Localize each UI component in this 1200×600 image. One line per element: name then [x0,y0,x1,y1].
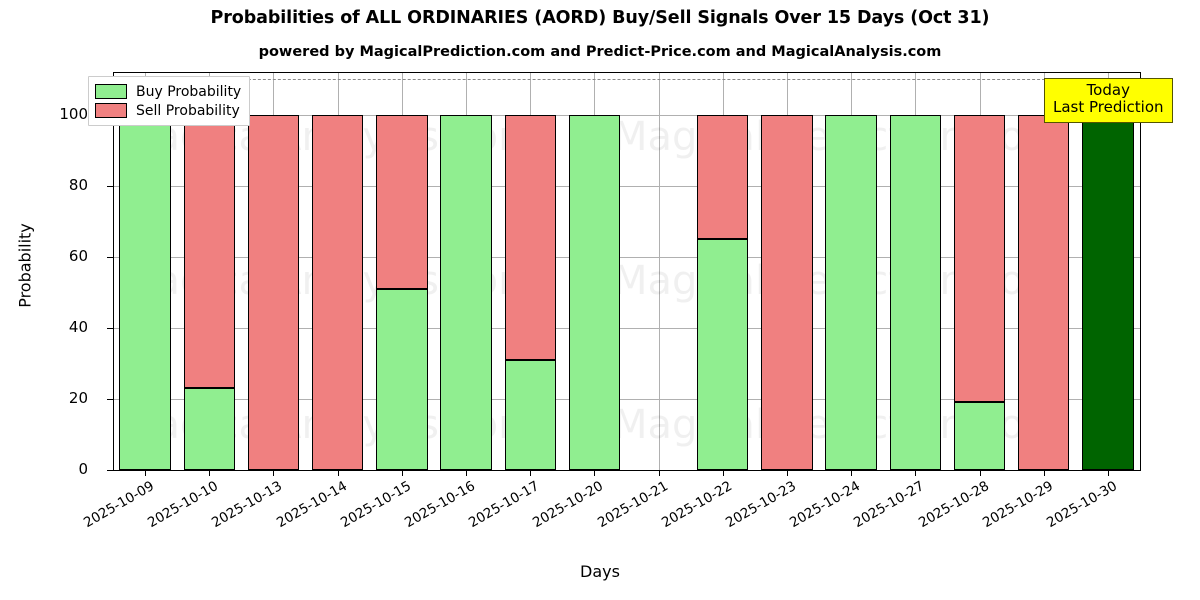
x-tick-mark-2025-10-15 [402,471,403,476]
axis-spine-left [113,72,114,471]
bar-group[interactable] [761,72,813,470]
y-tick-mark-20 [107,398,113,400]
bar-group[interactable] [311,72,364,470]
today-annotation-line1: Today [1086,81,1130,99]
bar-group[interactable] [440,72,492,470]
bar-group[interactable] [825,72,877,470]
y-tick-label-60: 60 [68,246,88,265]
y-tick-label-100: 100 [59,104,88,123]
legend-item-sell: Sell Probability [95,101,241,120]
y-tick-mark-80 [107,185,113,187]
bar-segment-sell[interactable] [376,114,428,289]
bar-segment-sell[interactable] [1018,114,1070,470]
bar-group[interactable] [247,72,300,470]
x-tick-mark-2025-10-30 [1108,471,1109,476]
gridline-x-2025-10-21 [659,72,660,470]
y-tick-label-40: 40 [68,317,88,336]
bar-segment-buy[interactable] [119,114,171,470]
x-tick-mark-2025-10-14 [338,471,339,476]
bar-group[interactable] [697,72,749,470]
axis-spine-bottom [113,470,1141,471]
x-axis-label: Days [580,562,620,581]
y-tick-label-0: 0 [78,460,88,478]
x-tick-mark-2025-10-17 [530,471,531,476]
bar-segment-buy[interactable] [440,114,492,470]
today-annotation: Today Last Prediction [1044,78,1173,123]
gridline-y-20 [113,398,1140,400]
bar-segment-buy[interactable] [183,388,235,470]
bar-group[interactable] [376,72,428,470]
bar-group[interactable] [1082,72,1134,470]
y-tick-label-80: 80 [68,175,88,194]
legend-item-buy: Buy Probability [95,82,241,101]
bar-group[interactable] [504,72,556,470]
bar-group[interactable] [889,72,941,470]
legend-swatch-sell [95,103,127,118]
bar-segment-buy[interactable] [697,239,749,470]
chart-legend: Buy Probability Sell Probability [88,76,251,126]
gridline-y-40 [113,327,1140,329]
x-tick-mark-2025-10-27 [915,471,916,476]
bar-segment-sell[interactable] [504,114,556,360]
chart-subtitle: powered by MagicalPrediction.com and Pre… [258,44,942,60]
x-tick-mark-2025-10-21 [659,471,660,476]
legend-label-sell: Sell Probability [136,102,240,119]
x-tick-mark-2025-10-13 [273,471,274,476]
x-tick-mark-2025-10-09 [145,471,146,476]
bar-segment-sell[interactable] [247,114,300,470]
bar-segment-buy[interactable] [953,402,1006,470]
bar-segment-sell[interactable] [697,114,749,240]
bar-segment-buy[interactable] [376,288,428,470]
bar-segment-buy[interactable] [568,114,621,470]
y-tick-label-20: 20 [68,388,88,407]
reference-line [113,79,1140,81]
bar-segment-sell[interactable] [761,114,813,470]
bar-segment-sell[interactable] [183,114,235,389]
bar-group[interactable] [119,72,171,470]
gridline-y-60 [113,256,1140,258]
bar-segment-sell[interactable] [311,114,364,470]
x-tick-mark-2025-10-29 [1044,471,1045,476]
axis-spine-right [1140,72,1141,471]
y-tick-mark-40 [107,327,113,329]
x-tick-mark-2025-10-20 [594,471,595,476]
bar-group[interactable] [568,72,621,470]
gridline-y-100 [113,114,1140,116]
x-tick-mark-2025-10-22 [723,471,724,476]
bar-group[interactable] [183,72,235,470]
plot-inner: MagicalAnalysis.comMagicalPrediction.com… [113,72,1140,470]
bar-segment-sell[interactable] [953,114,1006,403]
bar-segment-buy[interactable] [825,114,877,470]
x-tick-mark-2025-10-28 [980,471,981,476]
bar-segment-buy[interactable] [889,114,941,470]
bar-segment-buy[interactable] [504,359,556,470]
bar-segment-today[interactable] [1082,114,1134,470]
plot-area: MagicalAnalysis.comMagicalPrediction.com… [113,72,1140,470]
y-tick-mark-60 [107,256,113,258]
chart-title: Probabilities of ALL ORDINARIES (AORD) B… [210,8,990,28]
x-tick-mark-2025-10-16 [466,471,467,476]
x-tick-mark-2025-10-24 [851,471,852,476]
legend-label-buy: Buy Probability [136,83,242,100]
axis-spine-top [113,72,1141,73]
y-tick-mark-0 [107,470,113,471]
x-tick-mark-2025-10-10 [209,471,210,476]
bar-group[interactable] [953,72,1006,470]
x-tick-mark-2025-10-23 [787,471,788,476]
legend-swatch-buy [95,84,127,99]
gridline-y-80 [113,185,1140,187]
today-annotation-line2: Last Prediction [1053,98,1164,117]
bar-group[interactable] [1018,72,1070,470]
